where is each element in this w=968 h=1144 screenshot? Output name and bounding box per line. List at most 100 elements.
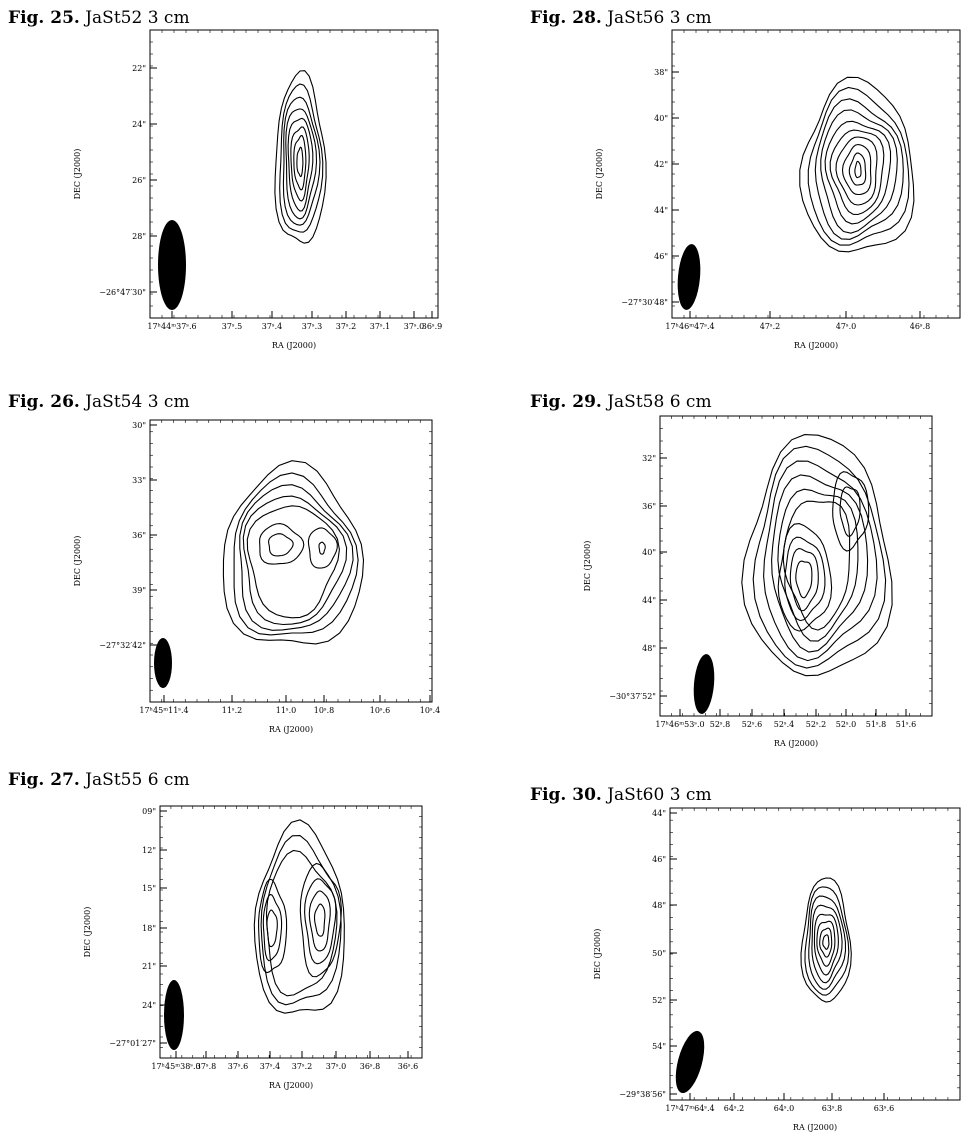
fig25-xtick-label: 37ˢ.1 [370, 322, 391, 331]
fig27-xtick-label: 37ˢ.8 [196, 1062, 217, 1071]
fig26-label: Fig. 26. [8, 392, 80, 412]
fig26-ytick-label: 33" [132, 476, 146, 485]
fig30-contour [811, 904, 843, 984]
fig28-xtick-label: 46ˢ.8 [910, 322, 931, 331]
fig30-title: JaSt60 3 cm [607, 785, 712, 805]
fig30-contour [808, 895, 847, 990]
fig29-ylabel: DEC (J2000) [583, 541, 592, 592]
fig25-ytick-label: 26" [132, 176, 146, 185]
fig28-contour [814, 98, 904, 240]
fig28-contour [829, 129, 885, 216]
fig25-frame [149, 29, 439, 319]
fig25-xtick-label: 37ˢ.0 [404, 322, 425, 331]
fig29-contour [771, 474, 869, 653]
fig30-contour [816, 920, 836, 967]
fig29-ytick-label: 48" [642, 644, 656, 653]
fig25-contour [274, 70, 327, 244]
fig25-xtick-label: 37ˢ.5 [222, 322, 243, 331]
fig28-xlabel: RA (J2000) [794, 341, 838, 350]
fig26-contour [233, 472, 359, 636]
fig27-contour [266, 909, 278, 948]
fig26-xtick-label: 10ˢ.8 [314, 706, 335, 715]
fig30-panel: 17ʰ47ᵐ64ˢ.4 64ˢ.2 64ˢ.0 63ˢ.8 63ˢ.6 44" 46" 48"… [593, 807, 961, 1132]
fig30-ytick-label: 48" [652, 901, 666, 910]
fig29-ytick-label: −30°37′52" [609, 692, 656, 701]
fig29-ytick-label: 32" [642, 454, 656, 463]
fig28-xtick-label: 17ʰ46ᵐ47ˢ.4 [665, 322, 714, 331]
fig28-ytick-label: −27°30′48" [621, 298, 668, 307]
fig26-contour [246, 505, 340, 619]
fig28-contour [854, 160, 862, 179]
fig30-xtick-label: 63ˢ.8 [822, 1104, 843, 1113]
fig27-xtick-label: 36ˢ.6 [398, 1062, 419, 1071]
fig27-contour [299, 862, 342, 978]
fig30-xtick-label: 64ˢ.0 [774, 1104, 795, 1113]
fig28-contour [835, 136, 878, 206]
fig28-ytick-label: 38" [654, 68, 668, 77]
fig28-xtick-label: 47ˢ.2 [760, 322, 781, 331]
fig26-ytick-label: 39" [132, 586, 146, 595]
fig25-contour [282, 96, 321, 226]
fig27-xtick-label: 37ˢ.0 [326, 1062, 347, 1071]
fig25-contour [290, 126, 310, 202]
fig27-ytick-label: 12" [142, 846, 156, 855]
fig27-ytick-label: −27°01′27" [109, 1039, 156, 1048]
fig27-contour [253, 819, 345, 1014]
fig25-ytick-label: 22" [132, 64, 146, 73]
fig26-frame [149, 419, 433, 703]
fig27-ylabel: DEC (J2000) [83, 907, 92, 958]
fig26-contour [318, 541, 326, 555]
fig27-frame [159, 805, 423, 1059]
fig29-contour [782, 500, 851, 631]
fig25-xtick-label: 37ˢ.2 [336, 322, 357, 331]
fig30-contour [800, 877, 852, 1003]
fig30-beam [675, 1030, 705, 1094]
fig27-caption: Fig. 27. JaSt55 6 cm [8, 770, 190, 790]
fig30-xtick-label: 64ˢ.2 [724, 1104, 745, 1113]
fig26-ylabel: DEC (J2000) [73, 536, 82, 587]
fig30-contour [819, 927, 833, 958]
fig28-ytick-label: 44" [654, 206, 668, 215]
fig25-contour [296, 146, 304, 178]
fig28-ytick-label: 42" [654, 160, 668, 169]
fig30-xtick-label: 17ʰ47ᵐ64ˢ.4 [665, 1104, 714, 1113]
fig26-contour [259, 523, 305, 565]
fig28-contour [799, 76, 915, 253]
fig29-contour [752, 445, 887, 669]
fig27-contour [304, 878, 337, 965]
fig25-xtick-label: 37ˢ.3 [302, 322, 323, 331]
fig29-contour [784, 536, 826, 622]
fig28-contour [841, 143, 872, 196]
fig28-ytick-label: 40" [654, 114, 668, 123]
fig27-ytick-label: 15" [142, 884, 156, 893]
fig29-contour [839, 486, 861, 537]
fig27-label: Fig. 27. [8, 770, 80, 790]
fig25-contour [287, 117, 314, 212]
fig26-xtick-label: 17ʰ45ᵐ11ˢ.4 [139, 706, 188, 715]
fig27-xtick-label: 17ʰ45ᵐ38ˢ.0 [151, 1062, 200, 1071]
fig29-xtick-label: 17ʰ46ᵐ53ˢ.0 [655, 720, 704, 729]
fig28-caption: Fig. 28. JaSt56 3 cm [530, 8, 712, 28]
fig29-xtick-label: 52ˢ.4 [774, 720, 795, 729]
fig30-contour [822, 934, 830, 950]
fig26-xtick-label: 10ˢ.6 [370, 706, 391, 715]
fig25-contour [293, 135, 307, 191]
fig26-contour [242, 495, 348, 626]
fig25-contour [285, 108, 318, 220]
fig25-caption: Fig. 25. JaSt52 3 cm [8, 8, 190, 28]
fig27-ytick-label: 24" [142, 1001, 156, 1010]
fig28-ytick-label: 46" [654, 252, 668, 261]
fig29-beam [693, 654, 715, 714]
fig28-contour [807, 86, 910, 246]
fig26-contour [268, 533, 294, 557]
fig27-ytick-label: 21" [142, 962, 156, 971]
fig29-xtick-label: 52ˢ.2 [806, 720, 827, 729]
fig25-contour [279, 83, 324, 233]
fig25-panel: 17ʰ44ᵐ37ˢ.6 37ˢ.5 37ˢ.4 37ˢ.3 37ˢ.2 37ˢ.1 37ˢ.… [73, 29, 442, 350]
fig27-contour [260, 835, 342, 1006]
fig29-panel: 17ʰ46ᵐ53ˢ.0 52ˢ.8 52ˢ.6 52ˢ.4 52ˢ.2 52ˢ.0 51ˢ.… [583, 415, 933, 748]
fig30-contour [813, 913, 839, 976]
fig30-ytick-label: −29°38′56" [619, 1090, 666, 1099]
fig29-xtick-label: 51ˢ.8 [866, 720, 887, 729]
